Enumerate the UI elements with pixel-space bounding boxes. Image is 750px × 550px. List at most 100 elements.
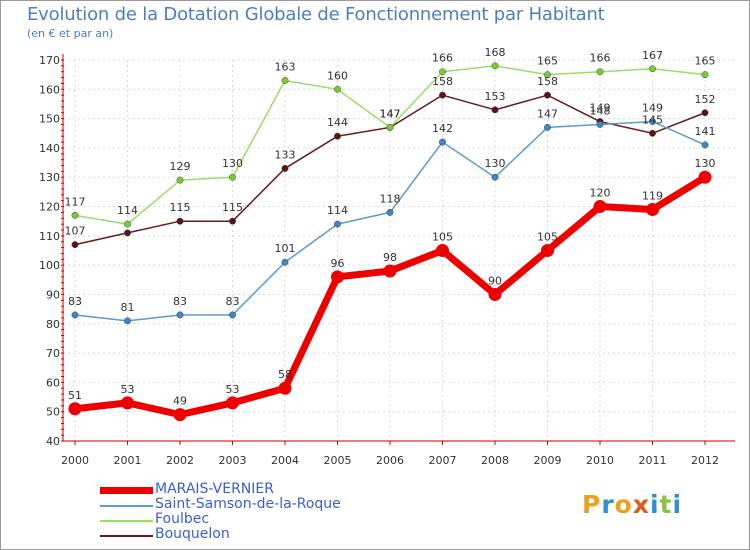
logo-letter: o xyxy=(614,490,633,519)
y-tick-label: 160 xyxy=(39,83,60,96)
data-label: 49 xyxy=(173,395,187,408)
data-label: 149 xyxy=(590,102,611,115)
data-label: 130 xyxy=(222,157,243,170)
y-tick-label: 170 xyxy=(39,54,60,67)
y-tick-label: 80 xyxy=(46,318,60,331)
data-label: 147 xyxy=(380,107,401,120)
data-label: 158 xyxy=(432,75,453,88)
x-tick-label: 2008 xyxy=(481,454,509,467)
data-point xyxy=(649,129,656,137)
chart-title: Evolution de la Dotation Globale de Fonc… xyxy=(27,4,605,25)
data-point xyxy=(71,311,79,319)
x-tick-label: 2006 xyxy=(376,454,404,467)
legend-swatch xyxy=(100,505,153,507)
data-label: 158 xyxy=(537,75,558,88)
data-point xyxy=(544,123,551,131)
data-point xyxy=(439,68,446,76)
data-label: 58 xyxy=(278,368,292,381)
data-point xyxy=(596,121,604,128)
data-label: 147 xyxy=(380,107,401,120)
data-point xyxy=(386,123,394,131)
data-point xyxy=(649,65,656,73)
data-label: 160 xyxy=(327,69,348,82)
data-label: 98 xyxy=(383,251,397,264)
logo-letter: r xyxy=(601,490,615,519)
data-label: 144 xyxy=(327,116,348,129)
y-tick-label: 120 xyxy=(39,201,60,214)
data-label: 130 xyxy=(485,157,506,170)
legend-label: Foulbec xyxy=(155,511,210,527)
y-tick-label: 140 xyxy=(39,142,60,155)
y-tick-label: 100 xyxy=(39,259,60,272)
data-label: 166 xyxy=(590,52,611,65)
data-label: 101 xyxy=(275,242,296,255)
data-label: 83 xyxy=(173,295,187,308)
data-label: 114 xyxy=(327,204,348,217)
data-label: 117 xyxy=(65,195,86,208)
data-label: 167 xyxy=(642,49,663,62)
data-point xyxy=(124,229,131,237)
x-tick-label: 2012 xyxy=(691,454,719,467)
data-point xyxy=(176,311,184,319)
legend-label: Saint-Samson-de-la-Roque xyxy=(155,496,341,512)
data-label: 165 xyxy=(537,55,558,68)
data-label: 105 xyxy=(432,231,453,244)
data-label: 142 xyxy=(432,122,453,135)
data-point xyxy=(124,317,131,325)
x-tick-label: 2009 xyxy=(534,454,562,467)
data-point xyxy=(281,258,289,266)
data-label: 119 xyxy=(642,189,663,202)
data-label: 166 xyxy=(432,52,453,65)
data-point xyxy=(334,220,341,228)
data-point xyxy=(229,173,236,181)
data-point xyxy=(596,68,604,76)
data-point xyxy=(71,211,79,219)
data-label: 105 xyxy=(537,231,558,244)
data-point xyxy=(646,202,659,216)
data-point xyxy=(491,62,499,70)
data-label: 145 xyxy=(642,113,663,126)
data-label: 114 xyxy=(117,204,138,217)
x-tick-label: 2007 xyxy=(429,454,457,467)
data-point xyxy=(593,200,607,214)
y-tick-label: 70 xyxy=(46,347,60,360)
data-point xyxy=(281,77,289,84)
x-tick-label: 2002 xyxy=(166,454,194,467)
data-point xyxy=(281,164,289,172)
y-tick-label: 150 xyxy=(39,113,60,126)
legend-label: MARAIS-VERNIER xyxy=(155,481,274,497)
data-point xyxy=(176,176,184,184)
data-label: 147 xyxy=(537,107,558,120)
logo-letter: x xyxy=(632,490,650,519)
data-point xyxy=(386,208,394,216)
x-tick-label: 2011 xyxy=(639,454,667,467)
logo-letter: i xyxy=(672,490,683,519)
legend-swatch xyxy=(100,535,153,537)
logo-letter: t xyxy=(659,490,673,519)
data-label: 148 xyxy=(590,104,611,117)
data-point xyxy=(173,408,187,422)
y-tick-label: 60 xyxy=(46,376,60,389)
data-point xyxy=(491,173,499,181)
data-label: 81 xyxy=(121,301,135,314)
data-label: 149 xyxy=(642,102,663,115)
x-tick-label: 2005 xyxy=(324,454,352,467)
data-point xyxy=(124,220,131,228)
data-label: 83 xyxy=(68,295,82,308)
data-point xyxy=(488,287,502,301)
data-point xyxy=(383,264,397,278)
data-point xyxy=(491,106,499,114)
data-point xyxy=(436,244,449,257)
data-label: 163 xyxy=(275,61,296,74)
data-label: 120 xyxy=(590,187,611,200)
data-label: 115 xyxy=(170,201,191,214)
data-point xyxy=(649,118,656,125)
data-point xyxy=(68,402,82,416)
data-label: 168 xyxy=(485,46,506,59)
data-point xyxy=(71,241,79,249)
data-label: 129 xyxy=(170,160,191,173)
legend-swatch xyxy=(100,520,153,522)
data-point xyxy=(278,381,292,395)
data-label: 53 xyxy=(226,383,240,396)
